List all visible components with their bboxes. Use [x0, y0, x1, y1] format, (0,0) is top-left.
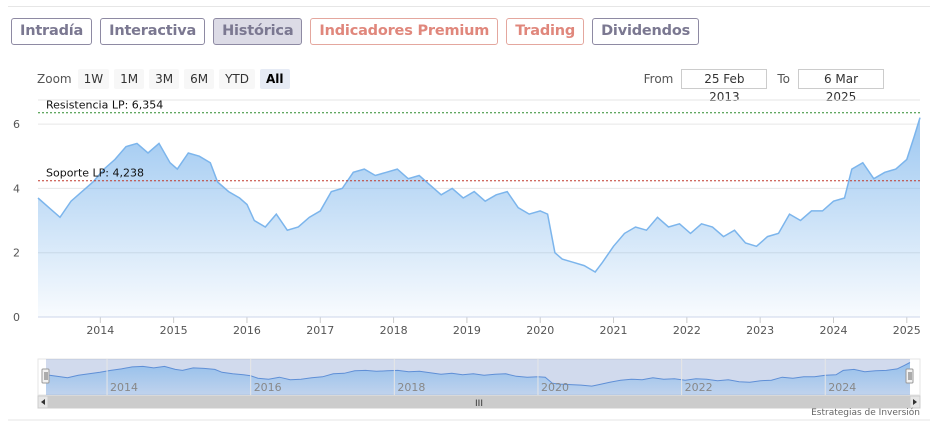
scrollbar[interactable]: III: [8, 395, 930, 421]
y-tick-label: 0: [13, 311, 20, 324]
top-divider: [8, 6, 930, 7]
navigator-tick-label: 2022: [685, 381, 713, 394]
x-tick-label: 2017: [306, 324, 334, 337]
zoom-selector: Zoom 1W 1M 3M 6M YTD All: [37, 69, 295, 89]
x-tick-label: 2024: [819, 324, 847, 337]
x-tick-label: 2019: [453, 324, 481, 337]
scroll-right-arrow-icon: [913, 399, 917, 405]
tab-interactiva[interactable]: Interactiva: [100, 18, 206, 45]
price-line: [37, 117, 921, 273]
tab-intradía[interactable]: Intradía: [11, 18, 93, 45]
y-tick-label: 2: [13, 247, 20, 260]
y-tick-label: 6: [13, 118, 20, 131]
zoom-1m-button[interactable]: 1M: [114, 69, 145, 89]
tab-indicadores-premium[interactable]: Indicadores Premium: [310, 18, 499, 45]
credit-text: Estrategias de Inversión: [811, 408, 920, 418]
navigator-tick-label: 2018: [397, 381, 425, 394]
tab-histórica[interactable]: Histórica: [213, 18, 303, 45]
level-label: Resistencia LP: 6,354: [46, 99, 163, 112]
x-tick-label: 2023: [746, 324, 774, 337]
zoom-6m-button[interactable]: 6M: [184, 69, 215, 89]
tab-trading[interactable]: Trading: [506, 18, 585, 45]
from-label: From: [643, 72, 674, 86]
x-tick-label: 2014: [86, 324, 114, 337]
zoom-all-button[interactable]: All: [260, 69, 290, 89]
x-tick-label: 2018: [380, 324, 408, 337]
navigator-right-handle[interactable]: [905, 368, 914, 384]
x-tick-label: 2020: [526, 324, 554, 337]
navigator-area: [46, 362, 910, 395]
scroll-left-arrow-icon: [41, 399, 45, 405]
x-tick-label: 2016: [233, 324, 261, 337]
x-tick-label: 2015: [160, 324, 188, 337]
zoom-label: Zoom: [37, 72, 72, 86]
chart-type-tabs: Intradía Interactiva Histórica Indicadores …: [11, 18, 700, 45]
y-tick-label: 4: [13, 182, 20, 195]
navigator-tick-label: 2014: [110, 381, 138, 394]
to-label: To: [777, 72, 790, 86]
zoom-3m-button[interactable]: 3M: [149, 69, 180, 89]
zoom-ytd-button[interactable]: YTD: [219, 69, 255, 89]
x-tick-label: 2021: [600, 324, 628, 337]
navigator[interactable]: 2014 2016 2018 2020 2022 2024: [37, 358, 921, 396]
navigator-tick-label: 2016: [254, 381, 282, 394]
x-tick-label: 2025: [893, 324, 921, 337]
price-series: [37, 117, 921, 317]
level-lines: Resistencia LP: 6,354 Soporte LP: 4,238: [38, 99, 920, 182]
navigator-tick-label: 2024: [828, 381, 856, 394]
price-area: [38, 117, 920, 317]
navigator-line: [45, 362, 911, 387]
navigator-left-handle[interactable]: [41, 368, 50, 384]
scrollbar-grip: III: [475, 399, 483, 409]
zoom-1w-button[interactable]: 1W: [77, 69, 110, 89]
tab-dividendos[interactable]: Dividendos: [592, 18, 700, 45]
navigator-tick-label: 2020: [541, 381, 569, 394]
level-label: Soporte LP: 4,238: [46, 167, 144, 180]
axes: 0 2 4 6 2014 2015 2016 2017 2018 2019 2020 2021 2022…: [13, 118, 921, 337]
x-tick-label: 2022: [673, 324, 701, 337]
